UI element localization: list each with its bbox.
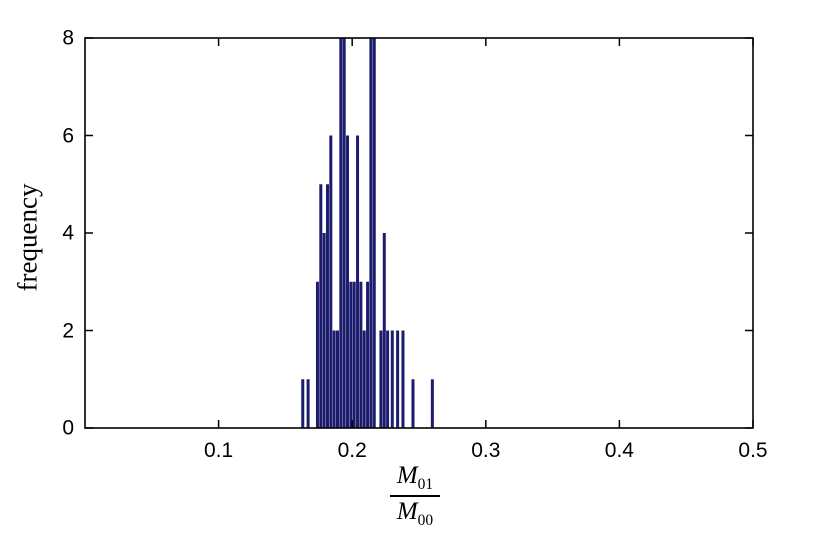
histogram-bar: [390, 330, 394, 428]
x-tick-label: 0.1: [203, 439, 234, 462]
x-tick-label: 0.3: [471, 439, 501, 462]
x-axis-fraction: M01 M00: [389, 462, 441, 530]
x-tick-label: 0.4: [604, 439, 634, 462]
histogram-bar: [339, 38, 343, 428]
y-tick-label: 8: [62, 26, 74, 50]
histogram-bar: [336, 330, 340, 428]
histogram-bar: [396, 330, 400, 428]
histogram-bar: [306, 379, 310, 428]
histogram-bar: [382, 233, 386, 428]
histogram-bar: [342, 38, 346, 428]
histogram-bar: [386, 330, 390, 428]
histogram-bar: [369, 38, 373, 428]
x-tick-label: 0.2: [337, 439, 367, 462]
y-tick-label: 0: [62, 416, 74, 440]
y-tick-label: 6: [62, 124, 74, 147]
histogram-bar: [315, 281, 319, 428]
histogram-bar: [301, 379, 305, 428]
histogram-bar: [332, 330, 336, 428]
histogram-bar: [349, 281, 353, 428]
histogram-bar: [329, 135, 333, 428]
x-axis-label: M01 M00: [0, 462, 830, 530]
histogram-bar: [319, 184, 323, 428]
histogram-bar: [430, 379, 434, 428]
histogram-bar: [356, 135, 360, 428]
x-tick-label: 0.5: [738, 439, 768, 462]
axes-box: [84, 37, 754, 429]
fraction-denominator: M00: [396, 497, 434, 529]
y-tick-label: 4: [62, 221, 74, 245]
histogram-bar: [372, 38, 376, 428]
histogram-bar: [322, 233, 326, 428]
histogram-bar: [346, 135, 350, 428]
fraction-numerator: M01: [389, 462, 441, 497]
histogram-bar: [379, 330, 383, 428]
y-axis-label: frequency: [12, 183, 43, 292]
y-tick-label: 2: [62, 319, 74, 342]
histogram-bar: [325, 184, 329, 428]
histogram-bar: [401, 330, 405, 428]
histogram-bar: [352, 281, 356, 428]
histogram-bar: [411, 379, 415, 428]
histogram-bar: [362, 330, 366, 428]
histogram-bar: [366, 281, 370, 428]
histogram-bar: [359, 281, 363, 428]
